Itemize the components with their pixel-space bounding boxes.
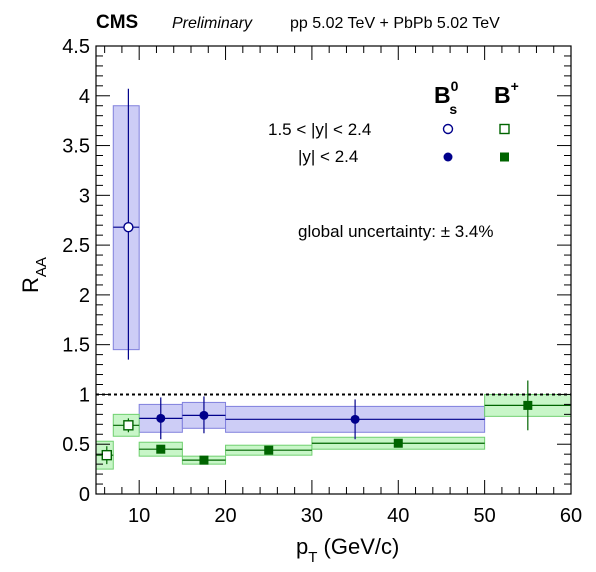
marker-s3-p3 [393, 438, 403, 448]
legend-filled-circle-icon [443, 152, 453, 162]
marker-s0-p0 [123, 221, 134, 233]
marker-s3-p2 [264, 445, 274, 455]
legend: B0 s B+ 1.5 < |y| < 2.4 |y| < 2.4 [268, 78, 519, 166]
y-tick-label-2: 1 [79, 384, 90, 406]
marker-s3-p0 [156, 444, 166, 454]
axis-ticks [96, 45, 572, 495]
legend-filled-square-icon [500, 152, 509, 162]
y-tick-label-3: 1.5 [62, 335, 90, 357]
marker-s2-p0 [101, 449, 112, 461]
legend-open-circle-icon [442, 123, 454, 135]
x-tick-label-20: 20 [214, 505, 236, 527]
y-tick-label-0: 0 [79, 484, 90, 506]
legend-open-square-icon [499, 123, 510, 135]
legend-row-full: |y| < 2.4 [298, 147, 358, 166]
marker-s2-p1 [123, 420, 134, 431]
plot-frame [95, 45, 572, 495]
preliminary-label: Preliminary [172, 15, 253, 32]
data-markers [101, 221, 533, 465]
legend-bp-header: B+ [494, 78, 519, 108]
y-tick-label-6: 3 [79, 185, 90, 207]
marker-s1-p2 [350, 414, 360, 424]
y-tick-label-1: 0.5 [62, 434, 90, 456]
cms-label: CMS [96, 12, 138, 33]
x-tick-label-30: 30 [301, 505, 323, 527]
marker-s3-p1 [199, 455, 209, 465]
y-tick-label-9: 4.5 [62, 36, 90, 58]
y-tick-label-5: 2.5 [62, 235, 90, 257]
y-tick-label-7: 3.5 [62, 136, 90, 158]
marker-s1-p0 [156, 413, 166, 423]
global-uncertainty-label: global uncertainty: ± 3.4% [298, 222, 494, 241]
x-tick-label-50: 50 [474, 505, 496, 527]
legend-bs-header: B0 s [434, 78, 459, 117]
collision-label: pp 5.02 TeV + PbPb 5.02 TeV [290, 15, 500, 32]
legend-row-forward: 1.5 < |y| < 2.4 [268, 120, 371, 139]
marker-s3-p4 [523, 400, 533, 410]
x-axis-title: pT (GeV/c) [296, 534, 399, 566]
x-tick-label-60: 60 [560, 505, 582, 527]
y-tick-label-4: 2 [79, 285, 90, 307]
y-axis-title: RAA [18, 257, 50, 293]
y-tick-label-8: 4 [79, 86, 90, 108]
marker-s1-p1 [199, 410, 209, 420]
x-tick-label-40: 40 [387, 505, 409, 527]
x-tick-label-10: 10 [128, 505, 150, 527]
axis-tick-labels: 10 20 30 40 50 60 0 0.5 1 1.5 2 2.5 3 3.5 4 4.5 [62, 36, 582, 527]
